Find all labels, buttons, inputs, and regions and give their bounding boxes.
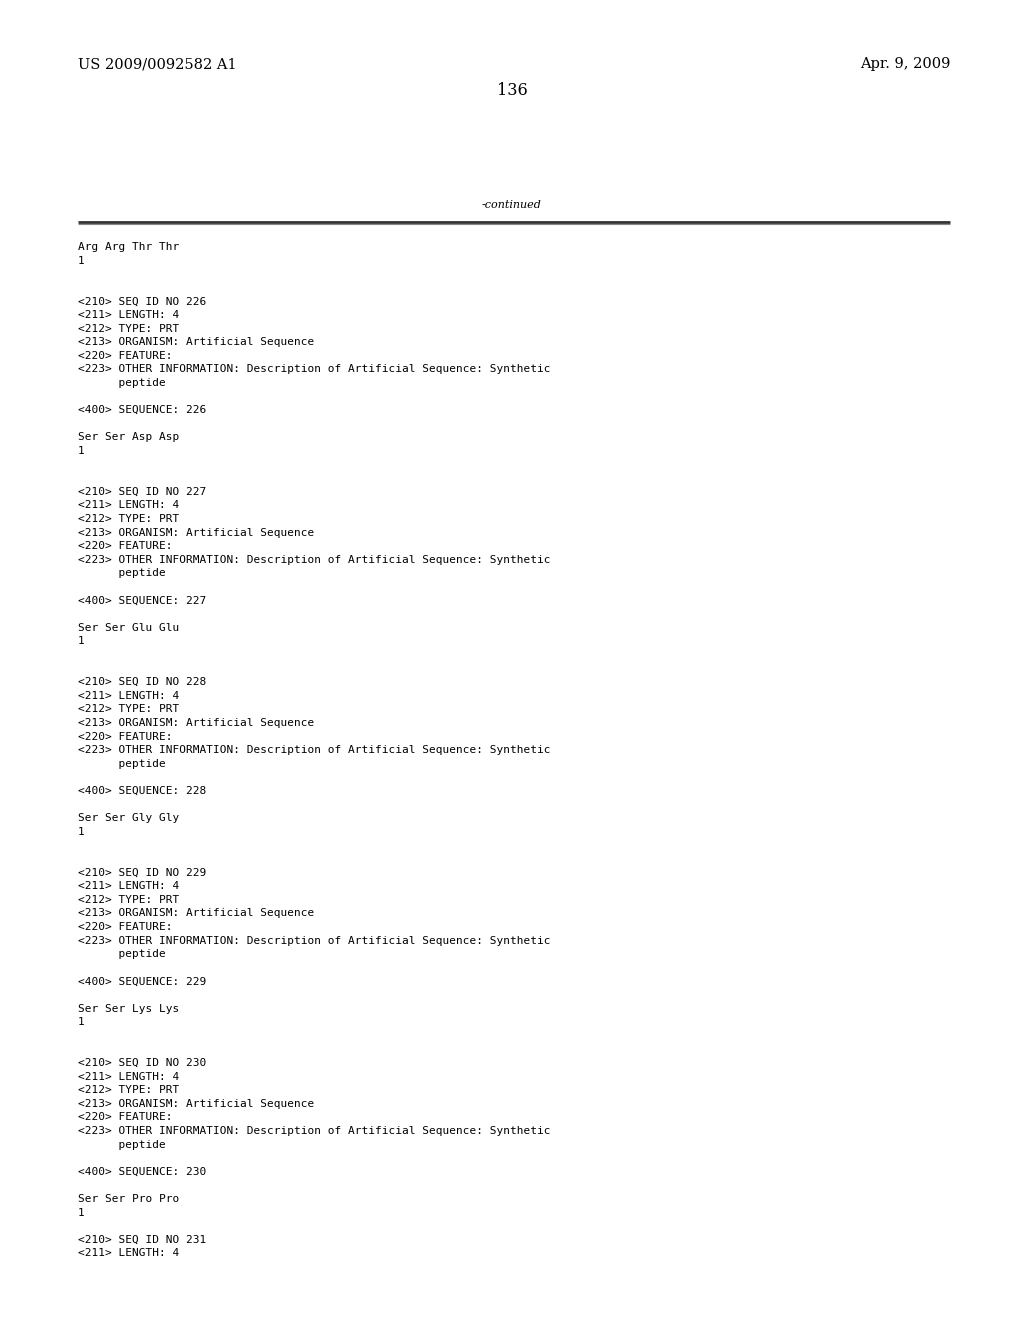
Text: <220> FEATURE:: <220> FEATURE: — [78, 541, 172, 552]
Text: <210> SEQ ID NO 226: <210> SEQ ID NO 226 — [78, 297, 206, 306]
Text: <220> FEATURE:: <220> FEATURE: — [78, 351, 172, 360]
Text: <210> SEQ ID NO 231: <210> SEQ ID NO 231 — [78, 1234, 206, 1245]
Text: <212> TYPE: PRT: <212> TYPE: PRT — [78, 323, 179, 334]
Text: <400> SEQUENCE: 230: <400> SEQUENCE: 230 — [78, 1167, 206, 1177]
Text: <223> OTHER INFORMATION: Description of Artificial Sequence: Synthetic: <223> OTHER INFORMATION: Description of … — [78, 746, 551, 755]
Text: <223> OTHER INFORMATION: Description of Artificial Sequence: Synthetic: <223> OTHER INFORMATION: Description of … — [78, 364, 551, 375]
Text: 136: 136 — [497, 82, 527, 99]
Text: <210> SEQ ID NO 229: <210> SEQ ID NO 229 — [78, 867, 206, 878]
Text: <212> TYPE: PRT: <212> TYPE: PRT — [78, 1085, 179, 1096]
Text: 1: 1 — [78, 256, 85, 265]
Text: Ser Ser Gly Gly: Ser Ser Gly Gly — [78, 813, 179, 824]
Text: Arg Arg Thr Thr: Arg Arg Thr Thr — [78, 242, 179, 252]
Text: peptide: peptide — [78, 949, 166, 960]
Text: <400> SEQUENCE: 226: <400> SEQUENCE: 226 — [78, 405, 206, 416]
Text: <213> ORGANISM: Artificial Sequence: <213> ORGANISM: Artificial Sequence — [78, 528, 314, 537]
Text: <400> SEQUENCE: 227: <400> SEQUENCE: 227 — [78, 595, 206, 606]
Text: <211> LENGTH: 4: <211> LENGTH: 4 — [78, 1072, 179, 1081]
Text: <213> ORGANISM: Artificial Sequence: <213> ORGANISM: Artificial Sequence — [78, 718, 314, 729]
Text: <213> ORGANISM: Artificial Sequence: <213> ORGANISM: Artificial Sequence — [78, 908, 314, 919]
Text: <210> SEQ ID NO 227: <210> SEQ ID NO 227 — [78, 487, 206, 496]
Text: peptide: peptide — [78, 759, 166, 768]
Text: <220> FEATURE:: <220> FEATURE: — [78, 921, 172, 932]
Text: <223> OTHER INFORMATION: Description of Artificial Sequence: Synthetic: <223> OTHER INFORMATION: Description of … — [78, 936, 551, 945]
Text: <400> SEQUENCE: 229: <400> SEQUENCE: 229 — [78, 977, 206, 986]
Text: <210> SEQ ID NO 230: <210> SEQ ID NO 230 — [78, 1059, 206, 1068]
Text: peptide: peptide — [78, 378, 166, 388]
Text: 1: 1 — [78, 1208, 85, 1217]
Text: Ser Ser Pro Pro: Ser Ser Pro Pro — [78, 1195, 179, 1204]
Text: <211> LENGTH: 4: <211> LENGTH: 4 — [78, 310, 179, 319]
Text: peptide: peptide — [78, 569, 166, 578]
Text: <223> OTHER INFORMATION: Description of Artificial Sequence: Synthetic: <223> OTHER INFORMATION: Description of … — [78, 554, 551, 565]
Text: <213> ORGANISM: Artificial Sequence: <213> ORGANISM: Artificial Sequence — [78, 1098, 314, 1109]
Text: <212> TYPE: PRT: <212> TYPE: PRT — [78, 895, 179, 904]
Text: <210> SEQ ID NO 228: <210> SEQ ID NO 228 — [78, 677, 206, 688]
Text: <211> LENGTH: 4: <211> LENGTH: 4 — [78, 882, 179, 891]
Text: <211> LENGTH: 4: <211> LENGTH: 4 — [78, 1249, 179, 1258]
Text: <220> FEATURE:: <220> FEATURE: — [78, 731, 172, 742]
Text: Apr. 9, 2009: Apr. 9, 2009 — [859, 57, 950, 71]
Text: 1: 1 — [78, 636, 85, 647]
Text: 1: 1 — [78, 446, 85, 455]
Text: <211> LENGTH: 4: <211> LENGTH: 4 — [78, 500, 179, 511]
Text: Ser Ser Glu Glu: Ser Ser Glu Glu — [78, 623, 179, 632]
Text: <223> OTHER INFORMATION: Description of Artificial Sequence: Synthetic: <223> OTHER INFORMATION: Description of … — [78, 1126, 551, 1137]
Text: <220> FEATURE:: <220> FEATURE: — [78, 1113, 172, 1122]
Text: <212> TYPE: PRT: <212> TYPE: PRT — [78, 513, 179, 524]
Text: US 2009/0092582 A1: US 2009/0092582 A1 — [78, 57, 237, 71]
Text: <212> TYPE: PRT: <212> TYPE: PRT — [78, 705, 179, 714]
Text: 1: 1 — [78, 1018, 85, 1027]
Text: Ser Ser Lys Lys: Ser Ser Lys Lys — [78, 1003, 179, 1014]
Text: peptide: peptide — [78, 1139, 166, 1150]
Text: Ser Ser Asp Asp: Ser Ser Asp Asp — [78, 433, 179, 442]
Text: 1: 1 — [78, 826, 85, 837]
Text: <213> ORGANISM: Artificial Sequence: <213> ORGANISM: Artificial Sequence — [78, 337, 314, 347]
Text: <400> SEQUENCE: 228: <400> SEQUENCE: 228 — [78, 785, 206, 796]
Text: <211> LENGTH: 4: <211> LENGTH: 4 — [78, 690, 179, 701]
Text: -continued: -continued — [482, 201, 542, 210]
